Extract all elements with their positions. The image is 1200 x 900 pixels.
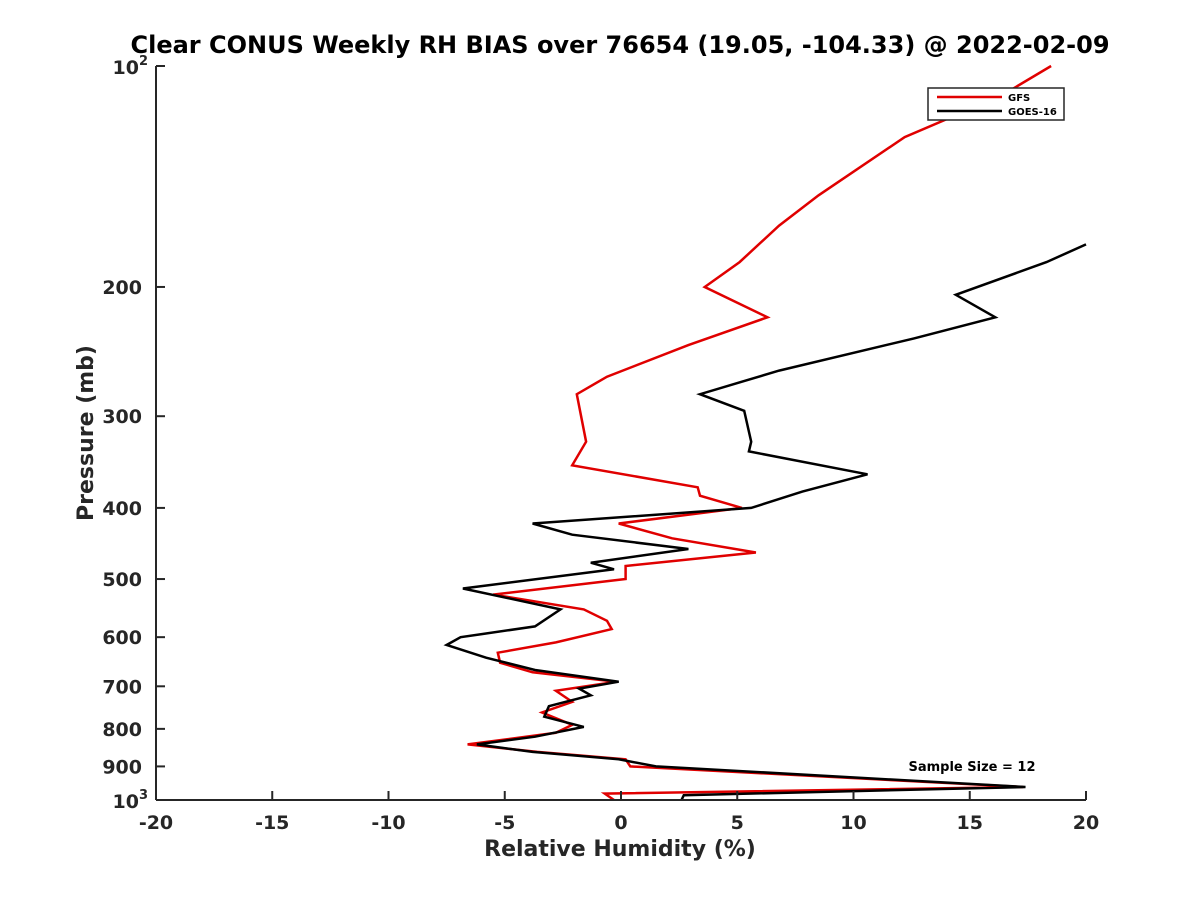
x-tick-label: 20 [1073,812,1099,834]
y-axis-ticks: 102 200 300 400 500 600 700 800 900 103 [102,54,165,813]
y-tick-label: 103 [113,788,149,813]
legend-label-gfs: GFS [1008,93,1030,104]
legend: GFS GOES-16 [927,87,1065,121]
y-tick-label: 500 [102,569,142,591]
series-line-goes16 [443,243,1087,801]
y-axis-label: Pressure (mb) [74,345,99,521]
legend-label-goes16: GOES-16 [1008,107,1057,118]
legend-box [927,87,1065,121]
y-tick-label: 800 [102,719,142,741]
x-tick-label: -20 [139,812,173,834]
series-line-gfs [467,64,1052,802]
y-tick-label: 700 [102,676,142,698]
y-tick-label: 300 [102,406,142,428]
y-tick-label: 200 [102,277,142,299]
x-tick-label: 15 [957,812,983,834]
y-tick-label: 600 [102,627,142,649]
x-axis-label: Relative Humidity (%) [484,837,756,862]
x-tick-label: -15 [255,812,289,834]
x-tick-label: 10 [840,812,866,834]
y-tick-label: 400 [102,498,142,520]
chart-title: Clear CONUS Weekly RH BIAS over 76654 (1… [130,31,1109,59]
x-axis-ticks: -20 -15 -10 -5 0 5 10 15 20 [139,791,1099,834]
y-tick-label: 102 [113,54,149,79]
plot-area [156,66,1086,800]
y-tick-label: 900 [102,756,142,778]
x-tick-label: -10 [371,812,405,834]
series-layer [443,64,1087,802]
x-tick-label: -5 [494,812,515,834]
sample-size-annotation: Sample Size = 12 [908,760,1035,775]
x-tick-label: 0 [614,812,627,834]
x-tick-label: 5 [731,812,744,834]
